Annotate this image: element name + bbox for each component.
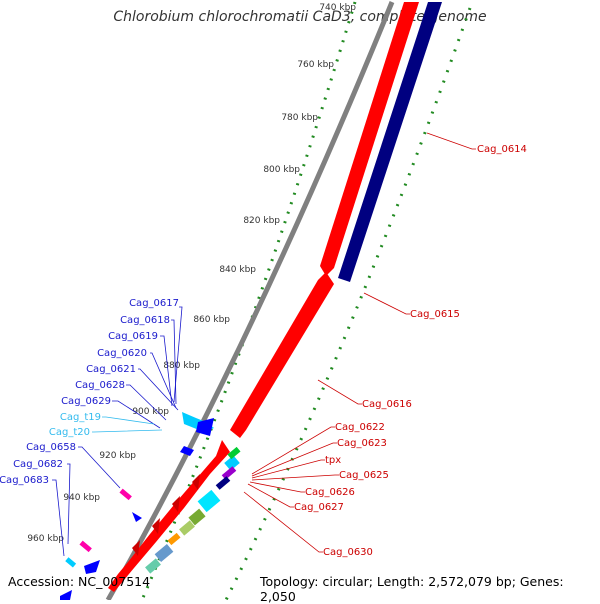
ruler-label-960: 960 kbp — [27, 534, 64, 544]
ruler-label-820: 820 kbp — [243, 216, 280, 226]
reverse-gene-labels[interactable]: Cag_0617 Cag_0618 Cag_0619 Cag_0620 Cag_… — [0, 298, 179, 486]
gene-label-cag-0628: Cag_0628 — [75, 380, 125, 391]
backbone-arc — [105, 1, 395, 600]
ruler-label-780: 780 kbp — [281, 113, 318, 123]
gene-label-cag-0630: Cag_0630 — [323, 547, 373, 558]
ruler-label-900: 900 kbp — [132, 407, 169, 417]
reverse-strand-feature-cag-0614[interactable] — [338, 2, 442, 282]
gene-label-cag-t20: Cag_t20 — [49, 427, 90, 438]
ruler-label-840: 840 kbp — [219, 265, 256, 275]
gene-label-tpx: tpx — [325, 455, 341, 466]
gene-label-cag-0621: Cag_0621 — [86, 364, 136, 375]
gene-label-cag-0622: Cag_0622 — [335, 422, 385, 433]
forward-strand-feature-cag-0614[interactable] — [320, 2, 419, 276]
forward-gene-cluster[interactable] — [108, 440, 230, 592]
ruler-label-940: 940 kbp — [63, 493, 100, 503]
ruler-label-740: 740 kbp — [319, 3, 356, 13]
gene-label-cag-0682: Cag_0682 — [13, 459, 63, 470]
gene-label-cag-0658: Cag_0658 — [26, 442, 76, 453]
ruler-label-880: 880 kbp — [163, 361, 200, 371]
gene-label-cag-0629: Cag_0629 — [61, 396, 111, 407]
gene-label-cag-0627: Cag_0627 — [294, 502, 344, 513]
ruler-outer-line — [224, 7, 472, 600]
gene-label-cag-0620: Cag_0620 — [97, 348, 147, 359]
gene-label-cag-0616: Cag_0616 — [362, 399, 412, 410]
gene-label-cag-0614: Cag_0614 — [477, 144, 527, 155]
gene-label-cag-0619: Cag_0619 — [108, 331, 158, 342]
ruler-label-760: 760 kbp — [297, 60, 334, 70]
gene-label-cag-0683: Cag_0683 — [0, 475, 49, 486]
reverse-gene-features[interactable] — [60, 412, 214, 600]
ruler-labels: 740 kbp 760 kbp 780 kbp 800 kbp 820 kbp … — [27, 3, 356, 544]
gene-label-cag-0618: Cag_0618 — [120, 315, 170, 326]
gene-label-cag-0626: Cag_0626 — [305, 487, 355, 498]
gene-label-cag-0617: Cag_0617 — [129, 298, 179, 309]
gene-label-cag-t19: Cag_t19 — [60, 412, 101, 423]
gene-label-cag-0625: Cag_0625 — [339, 470, 389, 481]
forward-label-leaders — [243, 132, 476, 553]
map-title: Chlorobium chlorochromatii CaD3, complet… — [113, 9, 487, 25]
ruler-label-860: 860 kbp — [193, 315, 230, 325]
accession-text: Accession: NC_007514 — [8, 574, 151, 589]
colored-gene-features[interactable] — [145, 446, 241, 574]
gene-label-cag-0623: Cag_0623 — [337, 438, 387, 449]
ruler-label-920: 920 kbp — [99, 451, 136, 461]
rna-label-leaders — [92, 416, 163, 433]
reverse-label-leaders — [52, 306, 183, 557]
forward-gene-labels[interactable]: Cag_0614 Cag_0615 Cag_0616 Cag_0622 Cag_… — [294, 144, 527, 558]
gene-label-cag-0615: Cag_0615 — [410, 309, 460, 320]
ruler-label-800: 800 kbp — [263, 165, 300, 175]
forward-strand-feature-cag-0615[interactable] — [230, 272, 334, 438]
